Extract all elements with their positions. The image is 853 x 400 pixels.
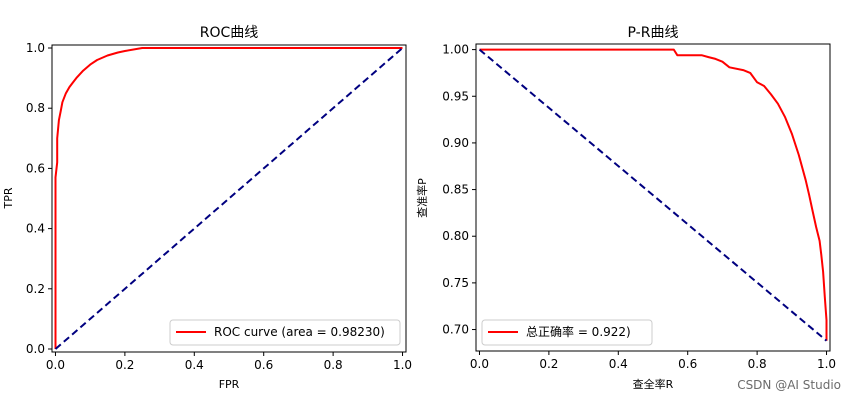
pr-x-tick-label-5: 1.0 (817, 357, 836, 371)
pr-y-tick-label-5: 0.95 (442, 89, 469, 103)
pr-x-tick-label-3: 0.6 (678, 357, 697, 371)
roc-curve-line (54, 47, 403, 349)
pr-x-tick-label-1: 0.2 (539, 357, 558, 371)
roc-x-tick-label-2: 0.4 (185, 358, 204, 372)
pr-legend: 总正确率 = 0.922) (481, 319, 653, 346)
roc-x-axis-label: FPR (219, 378, 240, 391)
roc-x-tick-label-0: 0.0 (46, 358, 65, 372)
roc-plot-area (51, 44, 407, 353)
roc-legend-box (169, 319, 401, 346)
pr-y-tick-label-3: 0.85 (442, 183, 469, 197)
pr-x-tick-label-2: 0.4 (609, 357, 628, 371)
pr-legend-box (481, 319, 653, 346)
pr-plot-area (475, 43, 831, 352)
pr-series (478, 48, 828, 342)
watermark: CSDN @AI Studio (737, 378, 841, 392)
roc-chart: ROC曲线 FPR TPR 0.0 0.2 0.4 0.6 0.8 1.00.00.20.… (2, 25, 412, 391)
pr-legend-label: 总正确率 = 0.922) (526, 324, 631, 339)
pr-curve-line (479, 48, 828, 341)
pr-y-tick-label-0: 0.70 (442, 323, 469, 337)
pr-y-tick-label-2: 0.80 (442, 229, 469, 243)
roc-series (54, 47, 404, 350)
roc-x-tick-label-5: 1.0 (393, 358, 412, 372)
roc-x-tick-label-3: 0.6 (254, 358, 273, 372)
roc-x-tick-label-4: 0.8 (324, 358, 343, 372)
roc-legend-label: ROC curve (area = 0.98230) (214, 325, 385, 339)
pr-x-axis-label: 查全率R (633, 377, 674, 391)
roc-y-axis-label: TPR (2, 187, 15, 209)
pr-x-tick-label-0: 0.0 (470, 357, 489, 371)
roc-chart-title: ROC曲线 (200, 25, 259, 41)
roc-y-tick-label-5: 1.0 (26, 41, 45, 55)
roc-y-tick-label-2: 0.4 (26, 222, 45, 236)
pr-y-tick-label-1: 0.75 (442, 276, 469, 290)
roc-y-tick-label-4: 0.8 (26, 101, 45, 115)
roc-ticks: 0.0 0.2 0.4 0.6 0.8 1.0 0.0 0.2 0.4 0.6 0.8 1.0 (26, 41, 412, 372)
roc-y-tick-label-3: 0.6 (26, 161, 45, 175)
pr-ticks: 0.0 0.2 0.4 0.6 0.8 1.0 0.70 0.75 0.80 0.85 0.90 0.… (442, 43, 836, 371)
pr-diagonal-reference-line (478, 48, 828, 342)
roc-legend: ROC curve (area = 0.98230) (169, 319, 401, 346)
pr-y-axis-label: 查准率P (415, 178, 429, 218)
pr-y-tick-label-6: 1.00 (442, 43, 469, 57)
roc-y-tick-label-1: 0.2 (26, 282, 45, 296)
roc-x-tick-label-1: 0.2 (115, 358, 134, 372)
pr-chart: P-R曲线 查全率R 查准率P 0.0 0.2 0.4 0.6 0.8 1.00.700.… (415, 25, 836, 391)
roc-y-tick-label-0: 0.0 (26, 342, 45, 356)
pr-chart-title: P-R曲线 (628, 25, 679, 41)
pr-x-tick-label-4: 0.8 (748, 357, 767, 371)
pr-y-tick-label-4: 0.90 (442, 136, 469, 150)
